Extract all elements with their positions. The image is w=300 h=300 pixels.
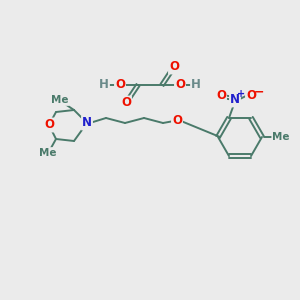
Text: O: O	[172, 115, 182, 128]
Text: H: H	[99, 79, 109, 92]
Text: Me: Me	[51, 95, 69, 105]
Text: O: O	[44, 118, 54, 131]
Text: Me: Me	[39, 148, 57, 158]
Text: +: +	[237, 89, 245, 99]
Text: O: O	[216, 89, 226, 102]
Text: O: O	[121, 97, 131, 110]
Text: Me: Me	[272, 132, 290, 142]
Text: N: N	[230, 93, 240, 106]
Text: N: N	[82, 116, 92, 130]
Text: O: O	[169, 61, 179, 74]
Text: O: O	[175, 79, 185, 92]
Text: O: O	[246, 89, 256, 102]
Text: −: −	[254, 85, 264, 98]
Text: H: H	[191, 79, 201, 92]
Text: O: O	[115, 79, 125, 92]
